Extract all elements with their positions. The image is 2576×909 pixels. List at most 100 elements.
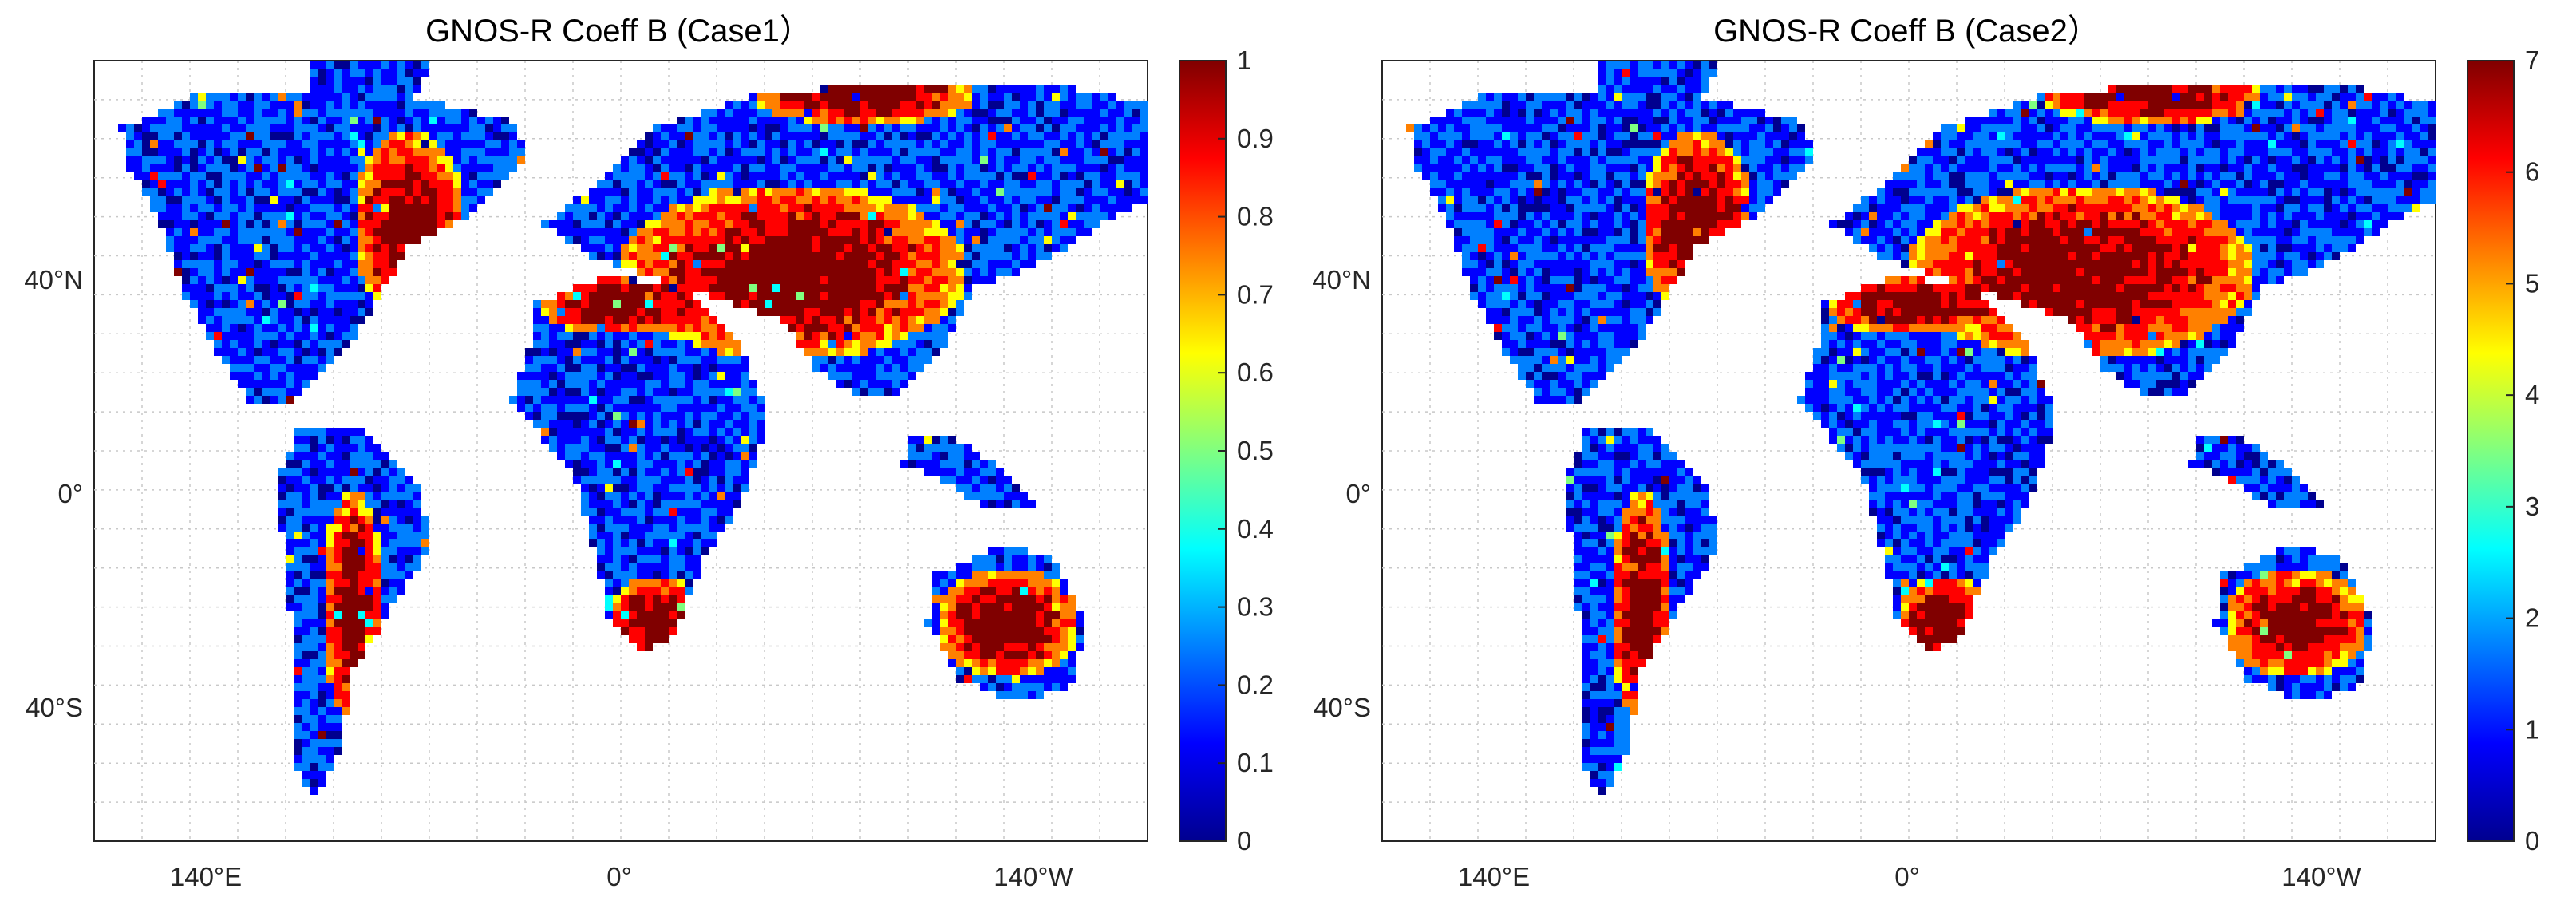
land-cell [246,109,254,117]
land-cell [788,316,796,324]
land-cell [852,276,860,284]
land-cell [860,260,868,268]
land-cell [230,101,238,109]
land-cell [812,292,820,300]
land-cell [780,284,788,292]
land-cell [254,364,262,372]
land-cell [932,252,940,260]
land-cell [326,675,334,683]
land-cell [1052,675,1060,683]
land-cell [381,595,389,603]
land-cell [948,627,956,635]
land-cell [365,532,373,539]
land-cell [326,156,334,164]
land-cell [581,204,589,212]
land-cell [661,539,669,547]
land-cell [629,619,637,627]
land-cell [996,244,1004,252]
land-cell [1092,172,1100,180]
land-cell [238,140,246,148]
land-cell [581,444,589,452]
land-cell [565,460,573,468]
land-cell [397,220,405,228]
land-cell [932,292,940,300]
land-cell [246,332,254,340]
land-cell [557,396,565,404]
land-cell [693,156,701,164]
land-cell [637,180,645,188]
land-cell [262,388,270,396]
land-cell [685,204,693,212]
land-cell [262,380,270,388]
land-cell [669,539,677,547]
land-cell [621,524,629,532]
land-cell [796,300,804,308]
land-cell [485,180,493,188]
land-cell [565,436,573,444]
land-cell [932,220,940,228]
land-cell [884,101,892,109]
land-cell [246,164,254,172]
land-cell [749,252,757,260]
land-cell [988,156,996,164]
land-cell [1076,148,1084,156]
land-cell [812,236,820,244]
land-cell [1092,109,1100,117]
land-cell [182,140,190,148]
land-cell [294,492,302,500]
land-cell [677,188,685,196]
land-cell [852,188,860,196]
land-cell [286,547,294,555]
land-cell [262,212,270,220]
land-cell [1020,85,1028,93]
land-cell [302,500,310,508]
land-cell [270,101,278,109]
land-cell [358,244,365,252]
land-cell [214,109,222,117]
land-cell [964,101,972,109]
land-cell [342,260,350,268]
land-cell [884,220,892,228]
land-cell [637,292,645,300]
land-cell [286,324,294,332]
land-cell [541,300,549,308]
land-cell [318,611,326,619]
land-cell [397,117,405,124]
land-cell [581,500,589,508]
land-cell [1060,643,1068,651]
land-cell [182,276,190,284]
land-cell [214,300,222,308]
land-cell [725,484,733,492]
land-cell [405,148,413,156]
land-cell [645,476,653,484]
land-cell [653,300,661,308]
land-cell [421,180,429,188]
land-cell [693,476,701,484]
land-cell [397,101,405,109]
land-cell [629,516,637,524]
land-cell [940,324,948,332]
land-cell [1598,61,1606,69]
land-cell [765,117,772,124]
land-cell [653,164,661,172]
land-cell [557,356,565,364]
land-cell [294,731,302,739]
land-cell [637,244,645,252]
land-cell [908,372,916,380]
land-cell [262,164,270,172]
land-cell [358,260,365,268]
land-cell [629,587,637,595]
land-cell [948,85,956,93]
land-cell [796,276,804,284]
land-cell [310,508,318,516]
land-cell [892,117,900,124]
land-cell [198,117,206,124]
land-cell [270,260,278,268]
land-cell [342,172,350,180]
land-cell [326,667,334,675]
land-cell [373,172,381,180]
land-cell [996,85,1004,93]
land-cell [238,228,246,236]
land-cell [661,364,669,372]
land-cell [653,348,661,356]
